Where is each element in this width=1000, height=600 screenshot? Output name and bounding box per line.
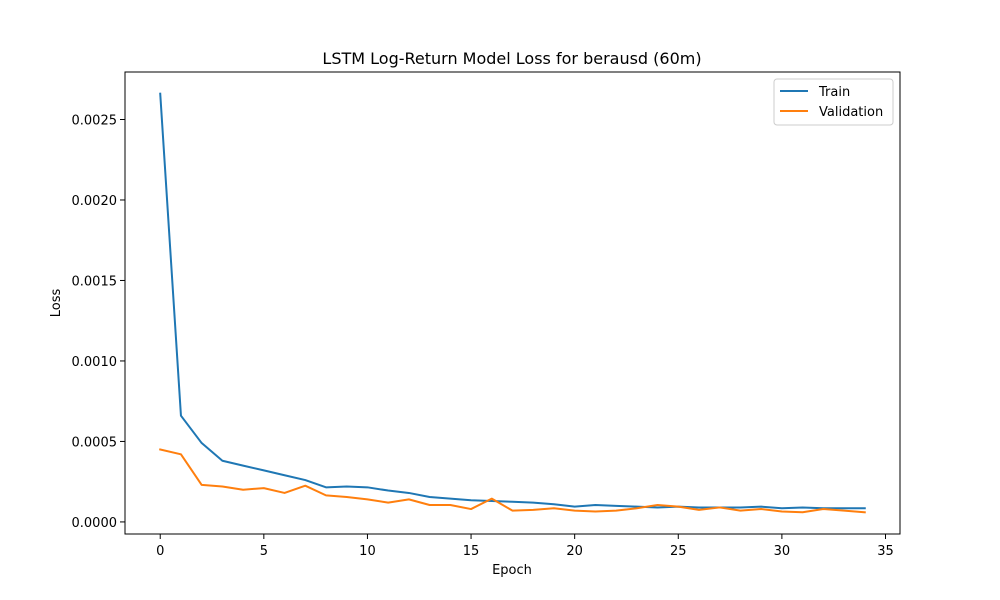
series-layer bbox=[159, 92, 866, 514]
x-tick-label: 0 bbox=[156, 544, 164, 559]
chart-title: LSTM Log-Return Model Loss for berausd (… bbox=[322, 49, 701, 68]
y-tick-label: 0.0000 bbox=[72, 516, 118, 531]
x-tick-label: 25 bbox=[670, 544, 687, 559]
x-tick-label: 5 bbox=[260, 544, 268, 559]
x-axis-label: Epoch bbox=[492, 563, 532, 578]
y-tick-label: 0.0015 bbox=[72, 274, 118, 289]
validation-series-line bbox=[159, 448, 866, 514]
plot-area bbox=[125, 72, 900, 534]
y-tick-label: 0.0025 bbox=[72, 113, 118, 128]
x-tick-label: 15 bbox=[463, 544, 480, 559]
x-tick-label: 35 bbox=[877, 544, 894, 559]
legend-label-train: Train bbox=[818, 85, 850, 100]
y-tick-label: 0.0020 bbox=[72, 194, 118, 209]
y-tick-label: 0.0010 bbox=[72, 355, 118, 370]
x-axis-ticks: 0 5 10 15 20 25 30 35 bbox=[156, 534, 894, 559]
train-series-line bbox=[159, 92, 866, 510]
x-tick-label: 20 bbox=[566, 544, 583, 559]
plot-frame bbox=[124, 71, 901, 535]
y-axis-ticks: 0.0000 0.0005 0.0010 0.0015 0.0020 0.0025 bbox=[72, 113, 125, 531]
legend: Train Validation bbox=[773, 78, 894, 126]
legend-label-validation: Validation bbox=[819, 105, 883, 120]
x-tick-label: 30 bbox=[774, 544, 791, 559]
x-tick-label: 10 bbox=[359, 544, 376, 559]
y-tick-label: 0.0005 bbox=[72, 435, 118, 450]
y-axis-label: Loss bbox=[49, 289, 64, 318]
